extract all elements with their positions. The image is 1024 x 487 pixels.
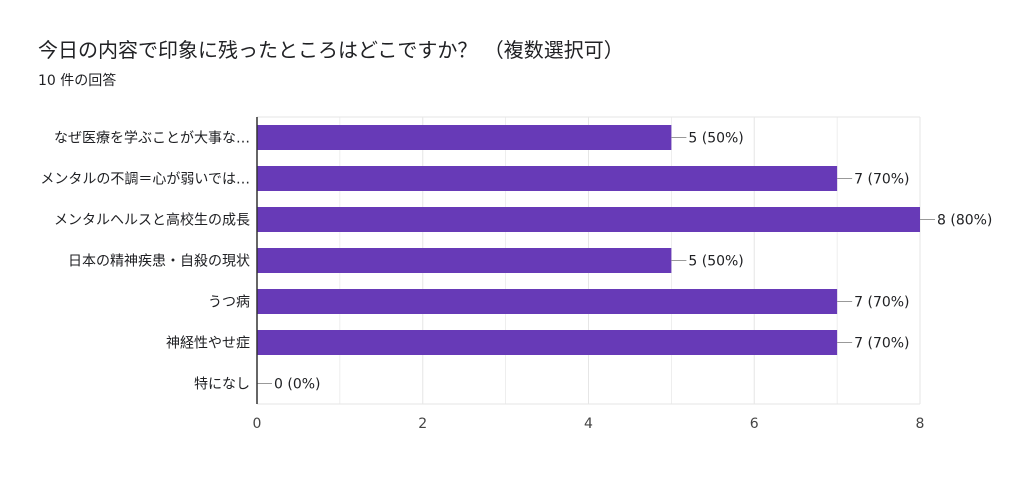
bar bbox=[257, 248, 672, 273]
data-label: 7 (70%) bbox=[854, 172, 909, 188]
bar bbox=[257, 289, 838, 314]
data-label: 5 (50%) bbox=[688, 131, 743, 147]
category-label: 神経性やせ症 bbox=[166, 336, 250, 352]
x-tick-label: 2 bbox=[418, 416, 427, 432]
bar bbox=[257, 207, 920, 232]
category-label: メンタルの不調＝心が弱いでは… bbox=[40, 172, 250, 188]
x-tick-label: 6 bbox=[750, 416, 759, 432]
category-label: なぜ医療を学ぶことが大事な… bbox=[54, 130, 250, 147]
category-label: 日本の精神疾患・自殺の現状 bbox=[68, 254, 250, 270]
x-tick-label: 0 bbox=[253, 416, 262, 432]
category-label: うつ病 bbox=[208, 295, 250, 311]
data-label: 7 (70%) bbox=[854, 336, 909, 352]
category-label: 特になし bbox=[194, 377, 250, 393]
data-label: 0 (0%) bbox=[274, 377, 321, 393]
data-label: 8 (80%) bbox=[937, 213, 992, 229]
category-label: メンタルヘルスと高校生の成長 bbox=[54, 212, 250, 229]
response-count: 10 件の回答 bbox=[38, 73, 117, 89]
data-label: 7 (70%) bbox=[854, 295, 909, 311]
bar bbox=[257, 330, 838, 355]
data-label: 5 (50%) bbox=[688, 254, 743, 270]
bar bbox=[257, 166, 838, 191]
x-tick-label: 8 bbox=[916, 416, 925, 432]
x-tick-label: 4 bbox=[584, 416, 593, 432]
chart-title: 今日の内容で印象に残ったところはどこですか？ （複数選択可） bbox=[38, 38, 624, 62]
bar bbox=[257, 125, 672, 150]
